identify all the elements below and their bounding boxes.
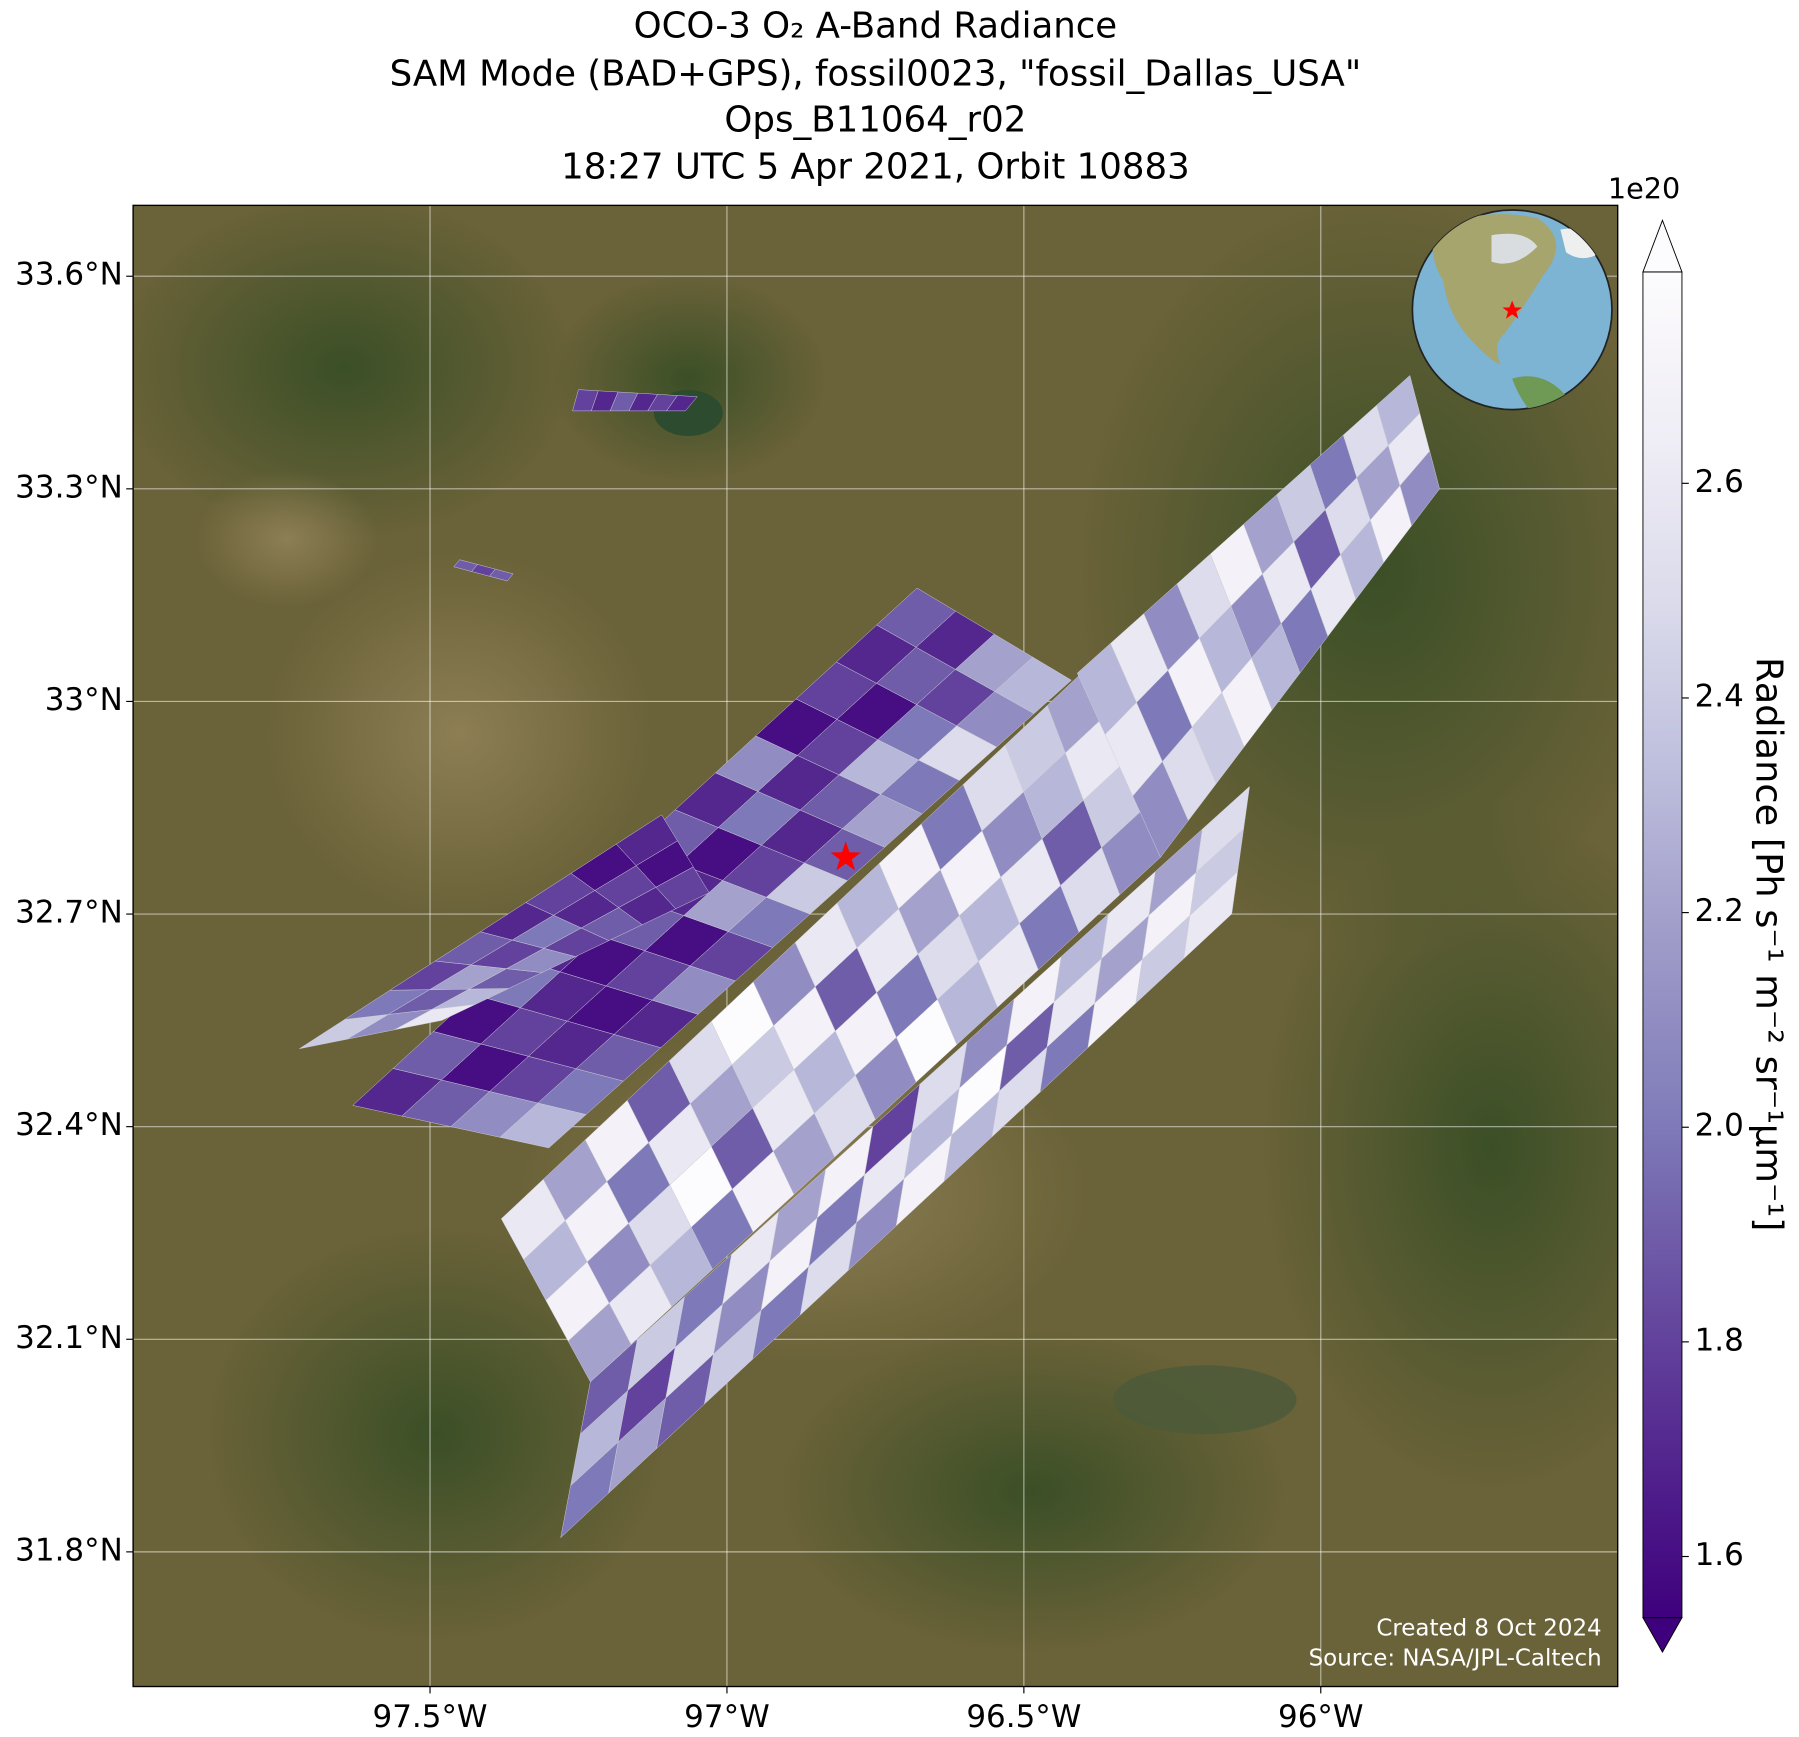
swath-cell xyxy=(1195,785,1250,873)
y-tick-label: 33.6°N xyxy=(15,257,123,293)
colorbar-tick-label: 2.0 xyxy=(1695,1108,1744,1144)
colorbar-tick-label: 2.2 xyxy=(1695,893,1744,929)
colorbar-tick-label: 1.6 xyxy=(1695,1537,1744,1573)
colorbar-tick-label: 2.4 xyxy=(1695,678,1744,714)
y-tick-label: 31.8°N xyxy=(15,1532,123,1568)
title-line: Ops_B11064_r02 xyxy=(724,100,1026,141)
colorbar-frame xyxy=(1642,271,1683,1619)
y-tick-label: 32.1°N xyxy=(15,1320,123,1356)
target-marker xyxy=(830,841,861,871)
swath-cell xyxy=(1376,375,1421,446)
y-tick-label: 33°N xyxy=(45,682,123,718)
x-tick-label: 97°W xyxy=(684,1699,770,1735)
map-frame xyxy=(132,204,1619,1688)
title-line: SAM Mode (BAD+GPS), fossil0023, "fossil_… xyxy=(390,54,1362,95)
colorbar-extend xyxy=(1642,218,1683,273)
y-tick-label: 32.4°N xyxy=(15,1107,123,1143)
colorbar xyxy=(1642,271,1682,1618)
x-tick-label: 96.5°W xyxy=(966,1699,1081,1735)
title-line: 18:27 UTC 5 Apr 2021, Orbit 10883 xyxy=(561,147,1190,188)
credit: Source: NASA/JPL-Caltech xyxy=(1309,1645,1602,1671)
title-line: OCO-3 O₂ A-Band Radiance xyxy=(634,6,1118,47)
swaths xyxy=(299,375,1440,1539)
swath-cell xyxy=(666,395,698,412)
colorbar-label: Radiance [Ph s⁻¹ m⁻² sr⁻¹μm⁻¹] xyxy=(1747,657,1790,1231)
colorbar-extend xyxy=(1642,1617,1683,1654)
y-tick-label: 32.7°N xyxy=(15,895,123,931)
swath-cell xyxy=(876,587,956,648)
swath-cell xyxy=(615,814,678,866)
y-tick-label: 33.3°N xyxy=(15,469,123,505)
x-tick-label: 97.5°W xyxy=(372,1699,487,1735)
colorbar-tick-label: 2.6 xyxy=(1695,464,1744,500)
x-tick-label: 96°W xyxy=(1278,1699,1364,1735)
swath-cell xyxy=(489,568,514,582)
colorbar-offset: 1e20 xyxy=(1608,171,1680,205)
colorbar-tick-label: 1.8 xyxy=(1695,1322,1744,1358)
credit: Created 8 Oct 2024 xyxy=(1376,1616,1601,1642)
